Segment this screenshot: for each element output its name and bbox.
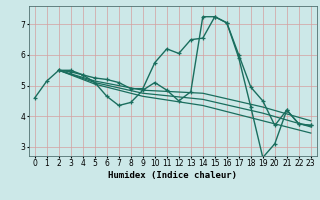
X-axis label: Humidex (Indice chaleur): Humidex (Indice chaleur) [108,171,237,180]
